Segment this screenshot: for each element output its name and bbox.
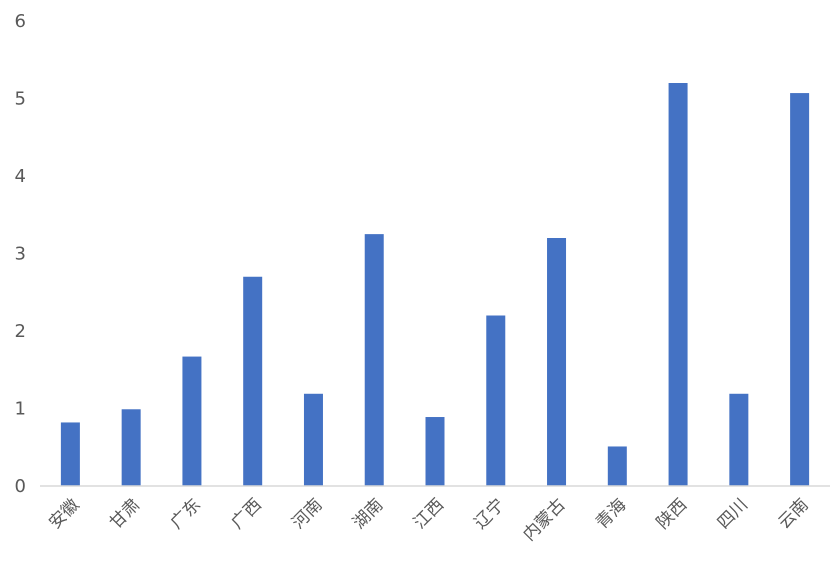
bar [60,422,80,486]
x-tick-label: 内蒙古 [519,495,569,545]
y-tick-label: 0 [15,476,26,497]
bar [607,446,627,486]
x-tick-label: 陕西 [653,495,691,533]
y-tick-label: 6 [15,11,26,32]
x-tick-label: 江西 [410,495,448,533]
bar [425,417,445,486]
bar [486,315,506,486]
x-tick-label: 安徽 [45,495,83,533]
bar [303,393,323,486]
y-tick-label: 3 [15,244,26,265]
x-tick-label: 云南 [775,495,813,533]
bar [182,356,202,486]
x-tick-label: 青海 [592,495,630,533]
x-tick-label: 四川 [714,495,752,533]
x-axis: 安徽 甘肃 广东 广西 河南 湖南 江西 辽宁 内蒙古 青海 陕西 四川 云南 [45,495,812,545]
bar [790,93,810,486]
x-tick-label: 河南 [288,495,326,533]
y-axis: 0 1 2 3 4 5 6 [15,11,26,497]
bar [121,409,141,486]
x-tick-label: 辽宁 [471,495,509,533]
x-tick-label: 广东 [167,495,205,533]
y-tick-label: 4 [15,166,26,187]
bar [243,276,263,486]
x-tick-label: 甘肃 [106,495,144,533]
bar [668,83,688,486]
y-tick-label: 1 [15,399,26,420]
bars [60,83,810,486]
bar [547,238,567,486]
bar [729,393,749,486]
x-tick-label: 广西 [228,495,266,533]
y-tick-label: 2 [15,321,26,342]
y-tick-label: 5 [15,89,26,110]
bar [364,234,384,486]
x-tick-label: 湖南 [349,495,387,533]
